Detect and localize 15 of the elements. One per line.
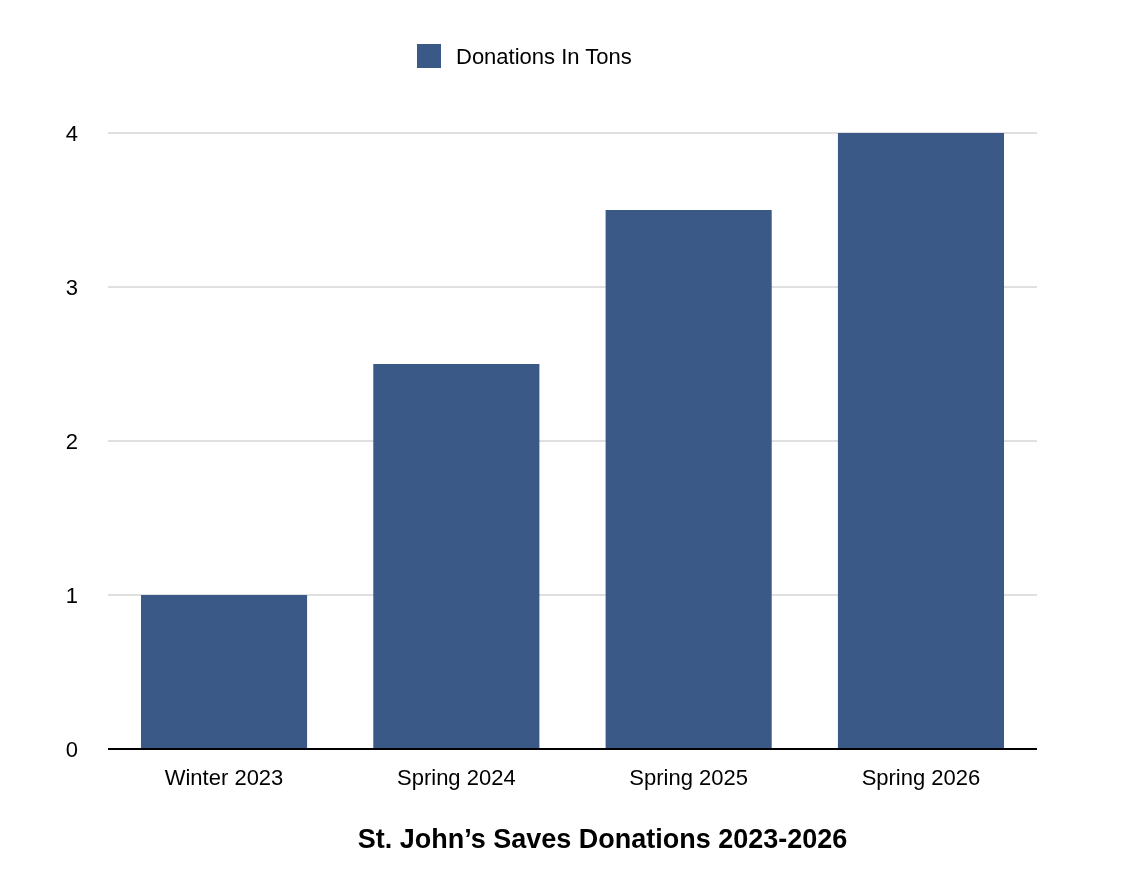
text: St. John’s Saves Donations 2023-2026 [357, 824, 848, 854]
bar [837, 133, 1005, 749]
y-tick-label: 3 [65, 274, 78, 300]
y-tick-label: 1 [65, 582, 78, 608]
bar [140, 595, 308, 749]
x-tick-label: Winter 2023 [164, 765, 284, 790]
legend-label: Donations In Tons [456, 43, 632, 69]
y-tick-label: 2 [65, 428, 78, 454]
x-tick-label: Spring 2026 [861, 765, 981, 790]
x-tick-label: Spring 2025 [629, 765, 748, 790]
x-tick-label: Spring 2024 [397, 765, 516, 790]
y-tick-label: 4 [65, 120, 78, 146]
bar [605, 210, 772, 749]
bar [373, 364, 540, 749]
y-tick-label: 0 [65, 736, 78, 762]
